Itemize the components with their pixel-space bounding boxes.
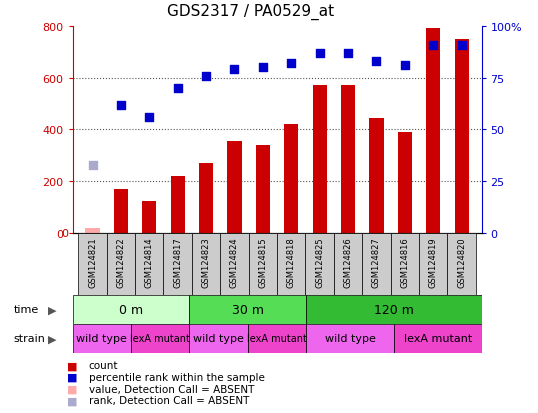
Text: GSM124815: GSM124815 (258, 236, 267, 287)
Text: 0: 0 (61, 228, 68, 238)
Text: ■: ■ (67, 384, 78, 394)
Point (230, 67, 239, 74)
Text: ■: ■ (67, 395, 78, 405)
Bar (391, 233, 419, 295)
Bar (306, 324, 394, 353)
Text: 120 m: 120 m (374, 303, 414, 316)
Bar (199, 164, 213, 233)
Bar (362, 233, 391, 295)
Bar (73, 295, 189, 324)
Point (287, 61, 295, 67)
Bar (398, 133, 412, 233)
Text: GSM124814: GSM124814 (145, 236, 154, 287)
Bar (86, 228, 100, 233)
Text: lexA mutant: lexA mutant (130, 334, 190, 344)
Text: GSM124821: GSM124821 (88, 236, 97, 287)
Text: percentile rank within the sample: percentile rank within the sample (89, 372, 265, 382)
Point (259, 65, 267, 71)
Bar (426, 29, 440, 233)
Point (173, 85, 182, 92)
Text: GSM124818: GSM124818 (287, 236, 296, 287)
Bar (256, 146, 270, 233)
Text: ▶: ▶ (48, 305, 57, 315)
Point (315, 50, 324, 57)
Text: GSM124825: GSM124825 (315, 236, 324, 287)
Bar (73, 324, 131, 353)
Text: GSM124823: GSM124823 (202, 236, 210, 287)
Text: GSM124826: GSM124826 (344, 236, 352, 287)
Bar (249, 233, 277, 295)
Bar (448, 233, 476, 295)
Text: wild type: wild type (193, 334, 244, 344)
Bar (171, 177, 185, 233)
Bar (142, 201, 157, 233)
Text: GSM124816: GSM124816 (400, 236, 409, 287)
Text: count: count (89, 361, 118, 370)
Bar (313, 86, 327, 233)
Point (145, 114, 154, 121)
Text: GSM124822: GSM124822 (116, 236, 125, 287)
Text: rank, Detection Call = ABSENT: rank, Detection Call = ABSENT (89, 395, 249, 405)
Bar (419, 233, 448, 295)
Bar (370, 119, 384, 233)
Point (372, 59, 381, 65)
Text: ■: ■ (67, 372, 78, 382)
Text: GSM124817: GSM124817 (173, 236, 182, 287)
Text: wild type: wild type (76, 334, 128, 344)
Point (88, 162, 97, 169)
Bar (220, 233, 249, 295)
Text: lexA mutant: lexA mutant (404, 334, 472, 344)
Bar (189, 324, 248, 353)
Bar (341, 86, 355, 233)
Bar (277, 233, 306, 295)
Bar (79, 233, 107, 295)
Bar (306, 295, 482, 324)
Bar (228, 142, 242, 233)
Text: value, Detection Call = ABSENT: value, Detection Call = ABSENT (89, 384, 254, 394)
Text: GSM124824: GSM124824 (230, 236, 239, 287)
Text: ▶: ▶ (48, 334, 57, 344)
Point (117, 102, 125, 109)
Point (457, 42, 466, 49)
Bar (248, 324, 306, 353)
Bar (284, 125, 299, 233)
Text: GDS2317 / PA0529_at: GDS2317 / PA0529_at (167, 3, 334, 20)
Bar (306, 233, 334, 295)
Bar (455, 40, 469, 233)
Text: GSM124827: GSM124827 (372, 236, 381, 287)
Bar (107, 233, 135, 295)
Bar (189, 295, 306, 324)
Text: GSM124819: GSM124819 (429, 236, 438, 287)
Text: lexA mutant: lexA mutant (247, 334, 307, 344)
Point (344, 50, 352, 57)
Bar (131, 324, 189, 353)
Text: 30 m: 30 m (232, 303, 264, 316)
Bar (135, 233, 164, 295)
Text: 0 m: 0 m (119, 303, 143, 316)
Text: strain: strain (13, 334, 45, 344)
Point (400, 63, 409, 69)
Bar (114, 190, 128, 233)
Point (429, 42, 437, 49)
Text: wild type: wild type (324, 334, 376, 344)
Bar (334, 233, 362, 295)
Point (202, 73, 210, 80)
Text: GSM124820: GSM124820 (457, 236, 466, 287)
Text: ■: ■ (67, 361, 78, 370)
Bar (192, 233, 220, 295)
Bar (164, 233, 192, 295)
Bar (394, 324, 482, 353)
Text: time: time (13, 305, 39, 315)
